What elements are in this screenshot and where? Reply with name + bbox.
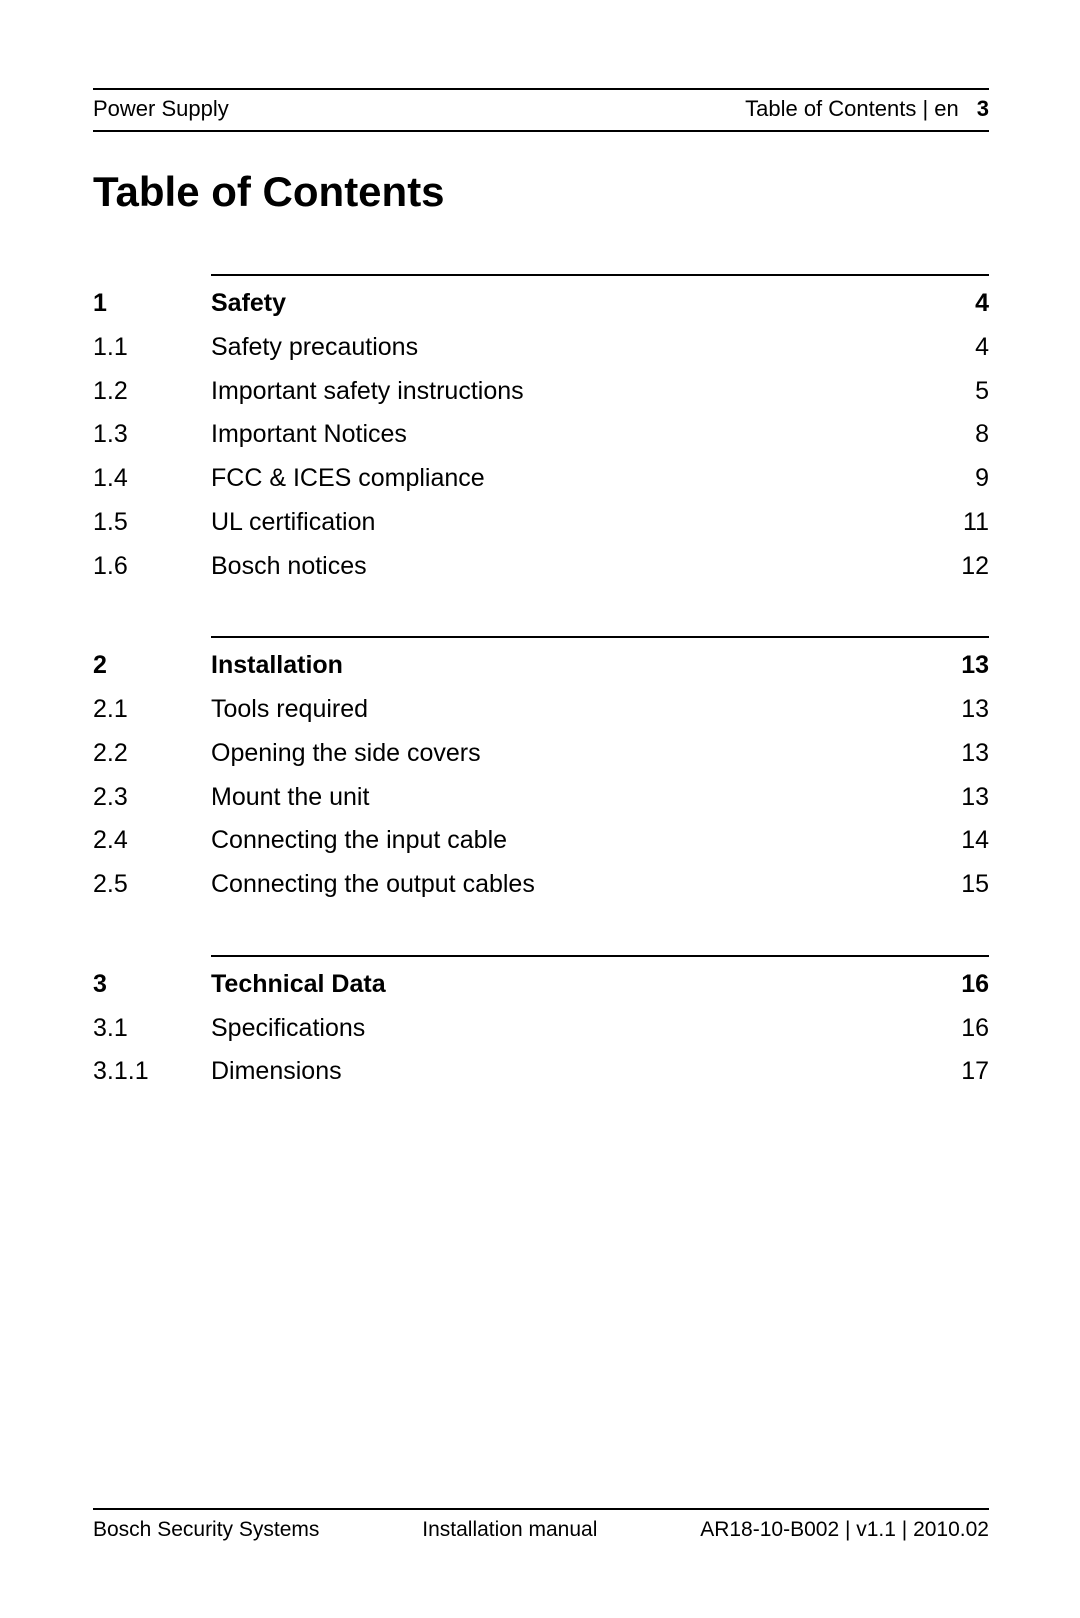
toc-entry-title: Connecting the output cables (211, 863, 949, 907)
toc-entry-page: 13 (949, 644, 989, 688)
header-right: Table of Contents | en 3 (745, 96, 989, 122)
running-header: Power Supply Table of Contents | en 3 (93, 90, 989, 130)
toc-entry-page: 12 (949, 545, 989, 589)
toc-entry-title: Important safety instructions (211, 370, 949, 414)
toc-entry-row: 1.2Important safety instructions5 (93, 370, 989, 414)
toc-entry-title: Connecting the input cable (211, 819, 949, 863)
toc-entry-title: Mount the unit (211, 776, 949, 820)
toc-section-rule (211, 955, 989, 957)
toc-section: 2Installation132.1Tools required132.2Ope… (93, 636, 989, 907)
toc-entry-title: Safety precautions (211, 326, 949, 370)
toc-entry-number: 2.1 (93, 688, 211, 732)
document-page: Power Supply Table of Contents | en 3 Ta… (93, 0, 989, 1618)
toc-entry-page: 17 (949, 1050, 989, 1094)
toc-entry-number: 3 (93, 963, 211, 1007)
toc-entry-row: 2.2Opening the side covers13 (93, 732, 989, 776)
toc-entry-row: 1.4FCC & ICES compliance9 (93, 457, 989, 501)
toc-entry-title: Safety (211, 282, 949, 326)
toc-entry-page: 14 (949, 819, 989, 863)
toc-entry-row: 1.1Safety precautions4 (93, 326, 989, 370)
toc-entry-title: Technical Data (211, 963, 949, 1007)
toc-entry-row: 3.1Specifications16 (93, 1007, 989, 1051)
toc-entry-page: 15 (949, 863, 989, 907)
toc-entry-number: 2.4 (93, 819, 211, 863)
toc-entry-title: Tools required (211, 688, 949, 732)
table-of-contents: 1Safety41.1Safety precautions41.2Importa… (93, 274, 989, 1094)
toc-entry-number: 1.4 (93, 457, 211, 501)
toc-entry-number: 1 (93, 282, 211, 326)
toc-entry-number: 1.3 (93, 413, 211, 457)
toc-entry-title: Installation (211, 644, 949, 688)
toc-entry-page: 13 (949, 776, 989, 820)
toc-entry-page: 4 (949, 282, 989, 326)
toc-entry-number: 2.2 (93, 732, 211, 776)
toc-entry-title: FCC & ICES compliance (211, 457, 949, 501)
footer-right: AR18-10-B002 | v1.1 | 2010.02 (700, 1518, 989, 1542)
toc-entry-number: 1.5 (93, 501, 211, 545)
toc-entry-row: 1.5UL certification11 (93, 501, 989, 545)
header-page-number: 3 (977, 96, 989, 122)
toc-entry-page: 4 (949, 326, 989, 370)
toc-entry-page: 16 (949, 963, 989, 1007)
toc-section: 1Safety41.1Safety precautions41.2Importa… (93, 274, 989, 588)
toc-chapter-row: 3Technical Data16 (93, 963, 989, 1007)
toc-entry-number: 1.2 (93, 370, 211, 414)
toc-entry-number: 1.1 (93, 326, 211, 370)
header-rule-bottom (93, 130, 989, 132)
toc-entry-title: Opening the side covers (211, 732, 949, 776)
footer-center: Installation manual (422, 1518, 597, 1542)
toc-entry-page: 13 (949, 688, 989, 732)
running-footer: Bosch Security Systems Installation manu… (93, 1508, 989, 1542)
toc-entry-page: 16 (949, 1007, 989, 1051)
toc-entry-number: 1.6 (93, 545, 211, 589)
toc-chapter-row: 2Installation13 (93, 644, 989, 688)
toc-entry-number: 3.1 (93, 1007, 211, 1051)
toc-entry-page: 13 (949, 732, 989, 776)
page-title: Table of Contents (93, 168, 989, 216)
toc-chapter-row: 1Safety4 (93, 282, 989, 326)
toc-entry-number: 2 (93, 644, 211, 688)
toc-entry-row: 2.1Tools required13 (93, 688, 989, 732)
toc-entry-page: 8 (949, 413, 989, 457)
toc-entry-row: 2.3Mount the unit13 (93, 776, 989, 820)
toc-entry-row: 1.6Bosch notices12 (93, 545, 989, 589)
toc-entry-number: 2.3 (93, 776, 211, 820)
toc-section-rule (211, 636, 989, 638)
toc-entry-title: Specifications (211, 1007, 949, 1051)
toc-entry-number: 3.1.1 (93, 1050, 211, 1094)
toc-entry-page: 9 (949, 457, 989, 501)
toc-entry-title: Dimensions (211, 1050, 949, 1094)
toc-entry-row: 3.1.1Dimensions17 (93, 1050, 989, 1094)
toc-entry-title: Important Notices (211, 413, 949, 457)
toc-entry-row: 2.4Connecting the input cable14 (93, 819, 989, 863)
toc-entry-page: 11 (949, 501, 989, 545)
toc-section-rule (211, 274, 989, 276)
toc-entry-title: UL certification (211, 501, 949, 545)
toc-entry-page: 5 (949, 370, 989, 414)
toc-entry-row: 1.3Important Notices8 (93, 413, 989, 457)
toc-entry-title: Bosch notices (211, 545, 949, 589)
header-right-text: Table of Contents | en (745, 96, 959, 122)
header-left: Power Supply (93, 96, 229, 122)
toc-section: 3Technical Data163.1Specifications163.1.… (93, 955, 989, 1094)
toc-entry-number: 2.5 (93, 863, 211, 907)
footer-left: Bosch Security Systems (93, 1518, 319, 1542)
toc-entry-row: 2.5Connecting the output cables15 (93, 863, 989, 907)
